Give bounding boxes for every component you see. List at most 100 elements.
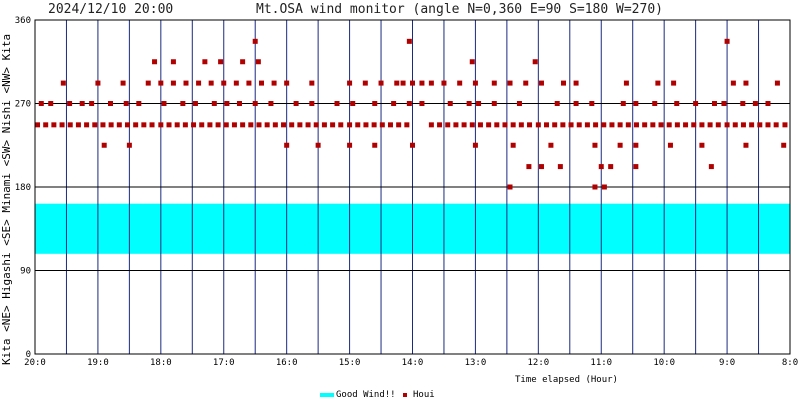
x-tick-label: 19:0	[87, 358, 109, 368]
data-point	[309, 80, 315, 86]
data-point	[527, 122, 533, 128]
data-point	[259, 80, 264, 86]
data-point	[305, 122, 311, 128]
data-point	[601, 122, 607, 128]
data-point	[472, 80, 478, 86]
data-point	[502, 122, 508, 128]
data-point	[617, 142, 623, 148]
data-point	[708, 164, 714, 170]
legend-houi-swatch	[403, 393, 407, 397]
data-point	[730, 80, 736, 86]
data-point	[437, 122, 443, 128]
houi-series	[35, 38, 788, 190]
data-point	[313, 122, 319, 128]
data-point	[338, 122, 344, 128]
data-point	[724, 38, 730, 44]
data-point	[152, 59, 158, 65]
data-point	[330, 122, 336, 128]
data-point	[35, 122, 41, 128]
data-point	[538, 80, 544, 86]
data-point	[752, 101, 758, 106]
data-point	[199, 122, 205, 128]
data-point	[494, 122, 500, 128]
data-point	[404, 122, 410, 128]
data-point	[48, 101, 54, 106]
x-axis-label: Time elapsed (Hour)	[515, 375, 618, 385]
data-point	[272, 122, 278, 128]
data-point	[623, 80, 629, 86]
data-point	[699, 142, 705, 148]
data-point	[671, 80, 677, 86]
data-point	[252, 101, 258, 106]
data-point	[224, 101, 230, 106]
data-point	[223, 122, 229, 128]
x-tick-label: 13:0	[465, 358, 487, 368]
data-point	[123, 101, 129, 106]
data-point	[221, 80, 227, 86]
data-point	[92, 122, 98, 128]
data-point	[441, 80, 447, 86]
data-point	[650, 122, 656, 128]
data-point	[491, 80, 497, 86]
data-point	[281, 122, 287, 128]
data-point	[170, 80, 176, 86]
data-point	[192, 101, 198, 106]
y-tick-label: 360	[15, 16, 31, 26]
data-point	[120, 80, 126, 86]
x-tick-label: 11:0	[590, 358, 612, 368]
data-point	[38, 101, 44, 106]
data-point	[743, 80, 749, 86]
data-point	[538, 164, 544, 170]
legend-houi-label: Houi	[413, 390, 435, 400]
data-point	[215, 122, 221, 128]
data-point	[182, 122, 188, 128]
data-point	[447, 101, 453, 106]
data-point	[233, 80, 239, 86]
data-point	[419, 101, 425, 106]
legend: Good Wind!! Houi	[320, 390, 435, 400]
y-tick-label: 180	[15, 183, 31, 193]
data-point	[145, 80, 151, 86]
data-point	[396, 122, 402, 128]
data-point	[674, 122, 680, 128]
data-point	[347, 142, 353, 148]
data-point	[240, 59, 246, 65]
data-point	[108, 122, 114, 128]
data-point	[248, 122, 254, 128]
data-point	[246, 80, 252, 86]
data-point	[350, 101, 356, 106]
data-point	[158, 80, 164, 86]
plot-area	[34, 19, 791, 355]
data-point	[774, 80, 780, 86]
data-point	[573, 101, 579, 106]
data-point	[461, 122, 467, 128]
data-point	[510, 122, 516, 128]
x-tick-label: 18:0	[150, 358, 172, 368]
data-point	[59, 122, 65, 128]
data-point	[378, 80, 384, 86]
data-point	[236, 101, 242, 106]
data-point	[554, 101, 560, 106]
data-point	[552, 122, 558, 128]
data-point	[289, 122, 295, 128]
data-point	[642, 122, 648, 128]
data-point	[477, 122, 483, 128]
legend-good-wind-swatch	[320, 393, 334, 397]
data-point	[391, 101, 397, 106]
data-point	[174, 122, 180, 128]
y-tick-label: 90	[20, 267, 31, 277]
data-point	[765, 101, 771, 106]
data-point	[116, 122, 122, 128]
data-point	[419, 80, 425, 86]
data-point	[406, 101, 412, 106]
legend-good-wind-label: Good Wind!!	[336, 390, 396, 400]
data-point	[363, 122, 369, 128]
data-point	[347, 122, 353, 128]
data-point	[136, 101, 142, 106]
data-point	[507, 184, 513, 190]
data-point	[573, 80, 579, 86]
data-point	[782, 122, 788, 128]
data-point	[652, 101, 658, 106]
x-tick-label: 15:0	[339, 358, 361, 368]
data-point	[584, 122, 590, 128]
